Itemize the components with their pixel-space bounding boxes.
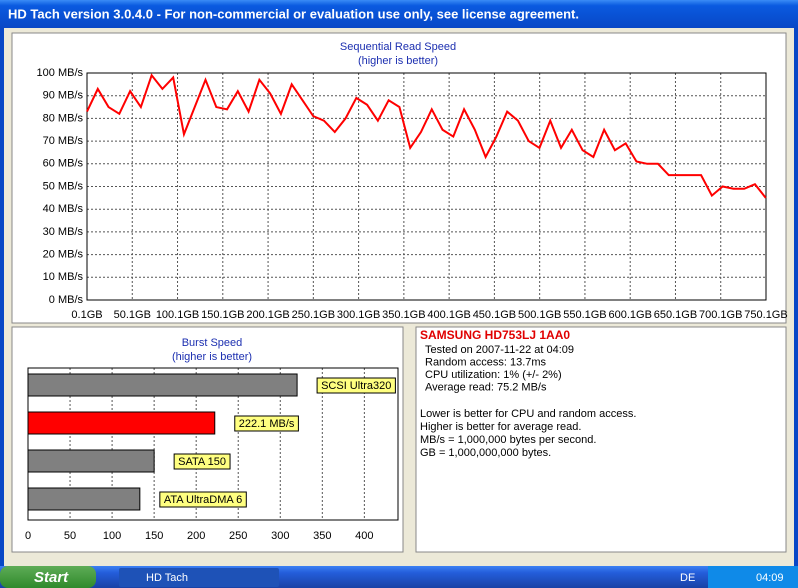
burst-panel	[11, 326, 404, 553]
x-tick-label: 550.1GB	[563, 309, 606, 321]
x-tick-label: 100.1GB	[156, 309, 199, 321]
y-tick-label: 70 MB/s	[43, 135, 84, 147]
bar	[27, 411, 216, 435]
info-line: CPU utilization: 1% (+/- 2%)	[425, 369, 562, 381]
y-tick-label: 40 MB/s	[43, 203, 84, 215]
title-bar	[0, 0, 798, 28]
drive-name: SAMSUNG HD753LJ 1AA0	[420, 328, 570, 342]
y-tick-label: 20 MB/s	[43, 249, 84, 261]
plot-frame	[27, 367, 399, 521]
read-line	[86, 73, 767, 199]
x-tick-label: 350.1GB	[382, 309, 425, 321]
clock: 04:09	[756, 572, 784, 584]
x-tick-label: 50.1GB	[114, 309, 151, 321]
start-label[interactable]: Start	[34, 569, 69, 586]
x-tick-label: 400	[355, 530, 373, 542]
x-tick-label: 150	[145, 530, 163, 542]
line-panel	[11, 32, 787, 324]
y-tick-label: 50 MB/s	[43, 180, 84, 192]
info-note: Higher is better for average read.	[420, 421, 581, 433]
bar	[27, 449, 155, 473]
x-tick-label: 200.1GB	[246, 309, 289, 321]
x-tick-label: 100	[103, 530, 121, 542]
line-subtitle: (higher is better)	[358, 55, 438, 67]
bar	[27, 487, 141, 511]
start-button[interactable]	[0, 566, 96, 588]
info-note: GB = 1,000,000,000 bytes.	[420, 447, 551, 459]
x-tick-label: 300	[271, 530, 289, 542]
task-label[interactable]: HD Tach	[146, 572, 188, 584]
y-tick-label: 0 MB/s	[49, 294, 84, 306]
bar-label-box	[159, 491, 247, 508]
x-tick-label: 350	[313, 530, 331, 542]
x-tick-label: 250	[229, 530, 247, 542]
info-panel	[415, 326, 787, 553]
burst-subtitle: (higher is better)	[172, 351, 252, 363]
info-line: Average read: 75.2 MB/s	[425, 381, 547, 393]
y-tick-label: 60 MB/s	[43, 158, 84, 170]
bar-label-box	[316, 377, 396, 394]
info-note: MB/s = 1,000,000 bytes per second.	[420, 434, 596, 446]
x-tick-label: 150.1GB	[201, 309, 244, 321]
x-tick-label: 750.1GB	[744, 309, 787, 321]
info-line: Random access: 13.7ms	[425, 356, 547, 368]
x-tick-label: 400.1GB	[427, 309, 470, 321]
line-title: Sequential Read Speed	[340, 41, 456, 53]
lang[interactable]: DE	[680, 572, 695, 584]
bar	[27, 373, 298, 397]
bar-label: SCSI Ultra320	[321, 380, 391, 392]
window-title: HD Tach version 3.0.4.0 - For non-commer…	[8, 6, 579, 21]
bar-label: ATA UltraDMA 6	[164, 494, 242, 506]
x-tick-label: 0.1GB	[71, 309, 102, 321]
x-tick-label: 600.1GB	[608, 309, 651, 321]
bar-label-box	[173, 453, 231, 470]
y-tick-label: 80 MB/s	[43, 112, 84, 124]
x-tick-label: 650.1GB	[654, 309, 697, 321]
x-tick-label: 0	[25, 530, 31, 542]
x-tick-label: 500.1GB	[518, 309, 561, 321]
x-tick-label: 450.1GB	[473, 309, 516, 321]
x-tick-label: 700.1GB	[699, 309, 742, 321]
info-line: Tested on 2007-11-22 at 04:09	[425, 344, 574, 356]
x-tick-label: 200	[187, 530, 205, 542]
burst-title: Burst Speed	[182, 337, 243, 349]
tray	[708, 566, 798, 588]
y-tick-label: 90 MB/s	[43, 90, 84, 102]
task-button[interactable]	[119, 568, 279, 587]
info-note: Lower is better for CPU and random acces…	[420, 408, 636, 420]
x-tick-label: 250.1GB	[292, 309, 335, 321]
bar-label: SATA 150	[178, 456, 226, 468]
bar-label-box	[234, 415, 299, 432]
y-tick-label: 10 MB/s	[43, 271, 84, 283]
x-tick-label: 50	[64, 530, 76, 542]
x-tick-label: 300.1GB	[337, 309, 380, 321]
y-tick-label: 30 MB/s	[43, 226, 84, 238]
y-tick-label: 100 MB/s	[37, 67, 84, 79]
plot-frame	[86, 72, 767, 301]
bar-label: 222.1 MB/s	[239, 418, 295, 430]
